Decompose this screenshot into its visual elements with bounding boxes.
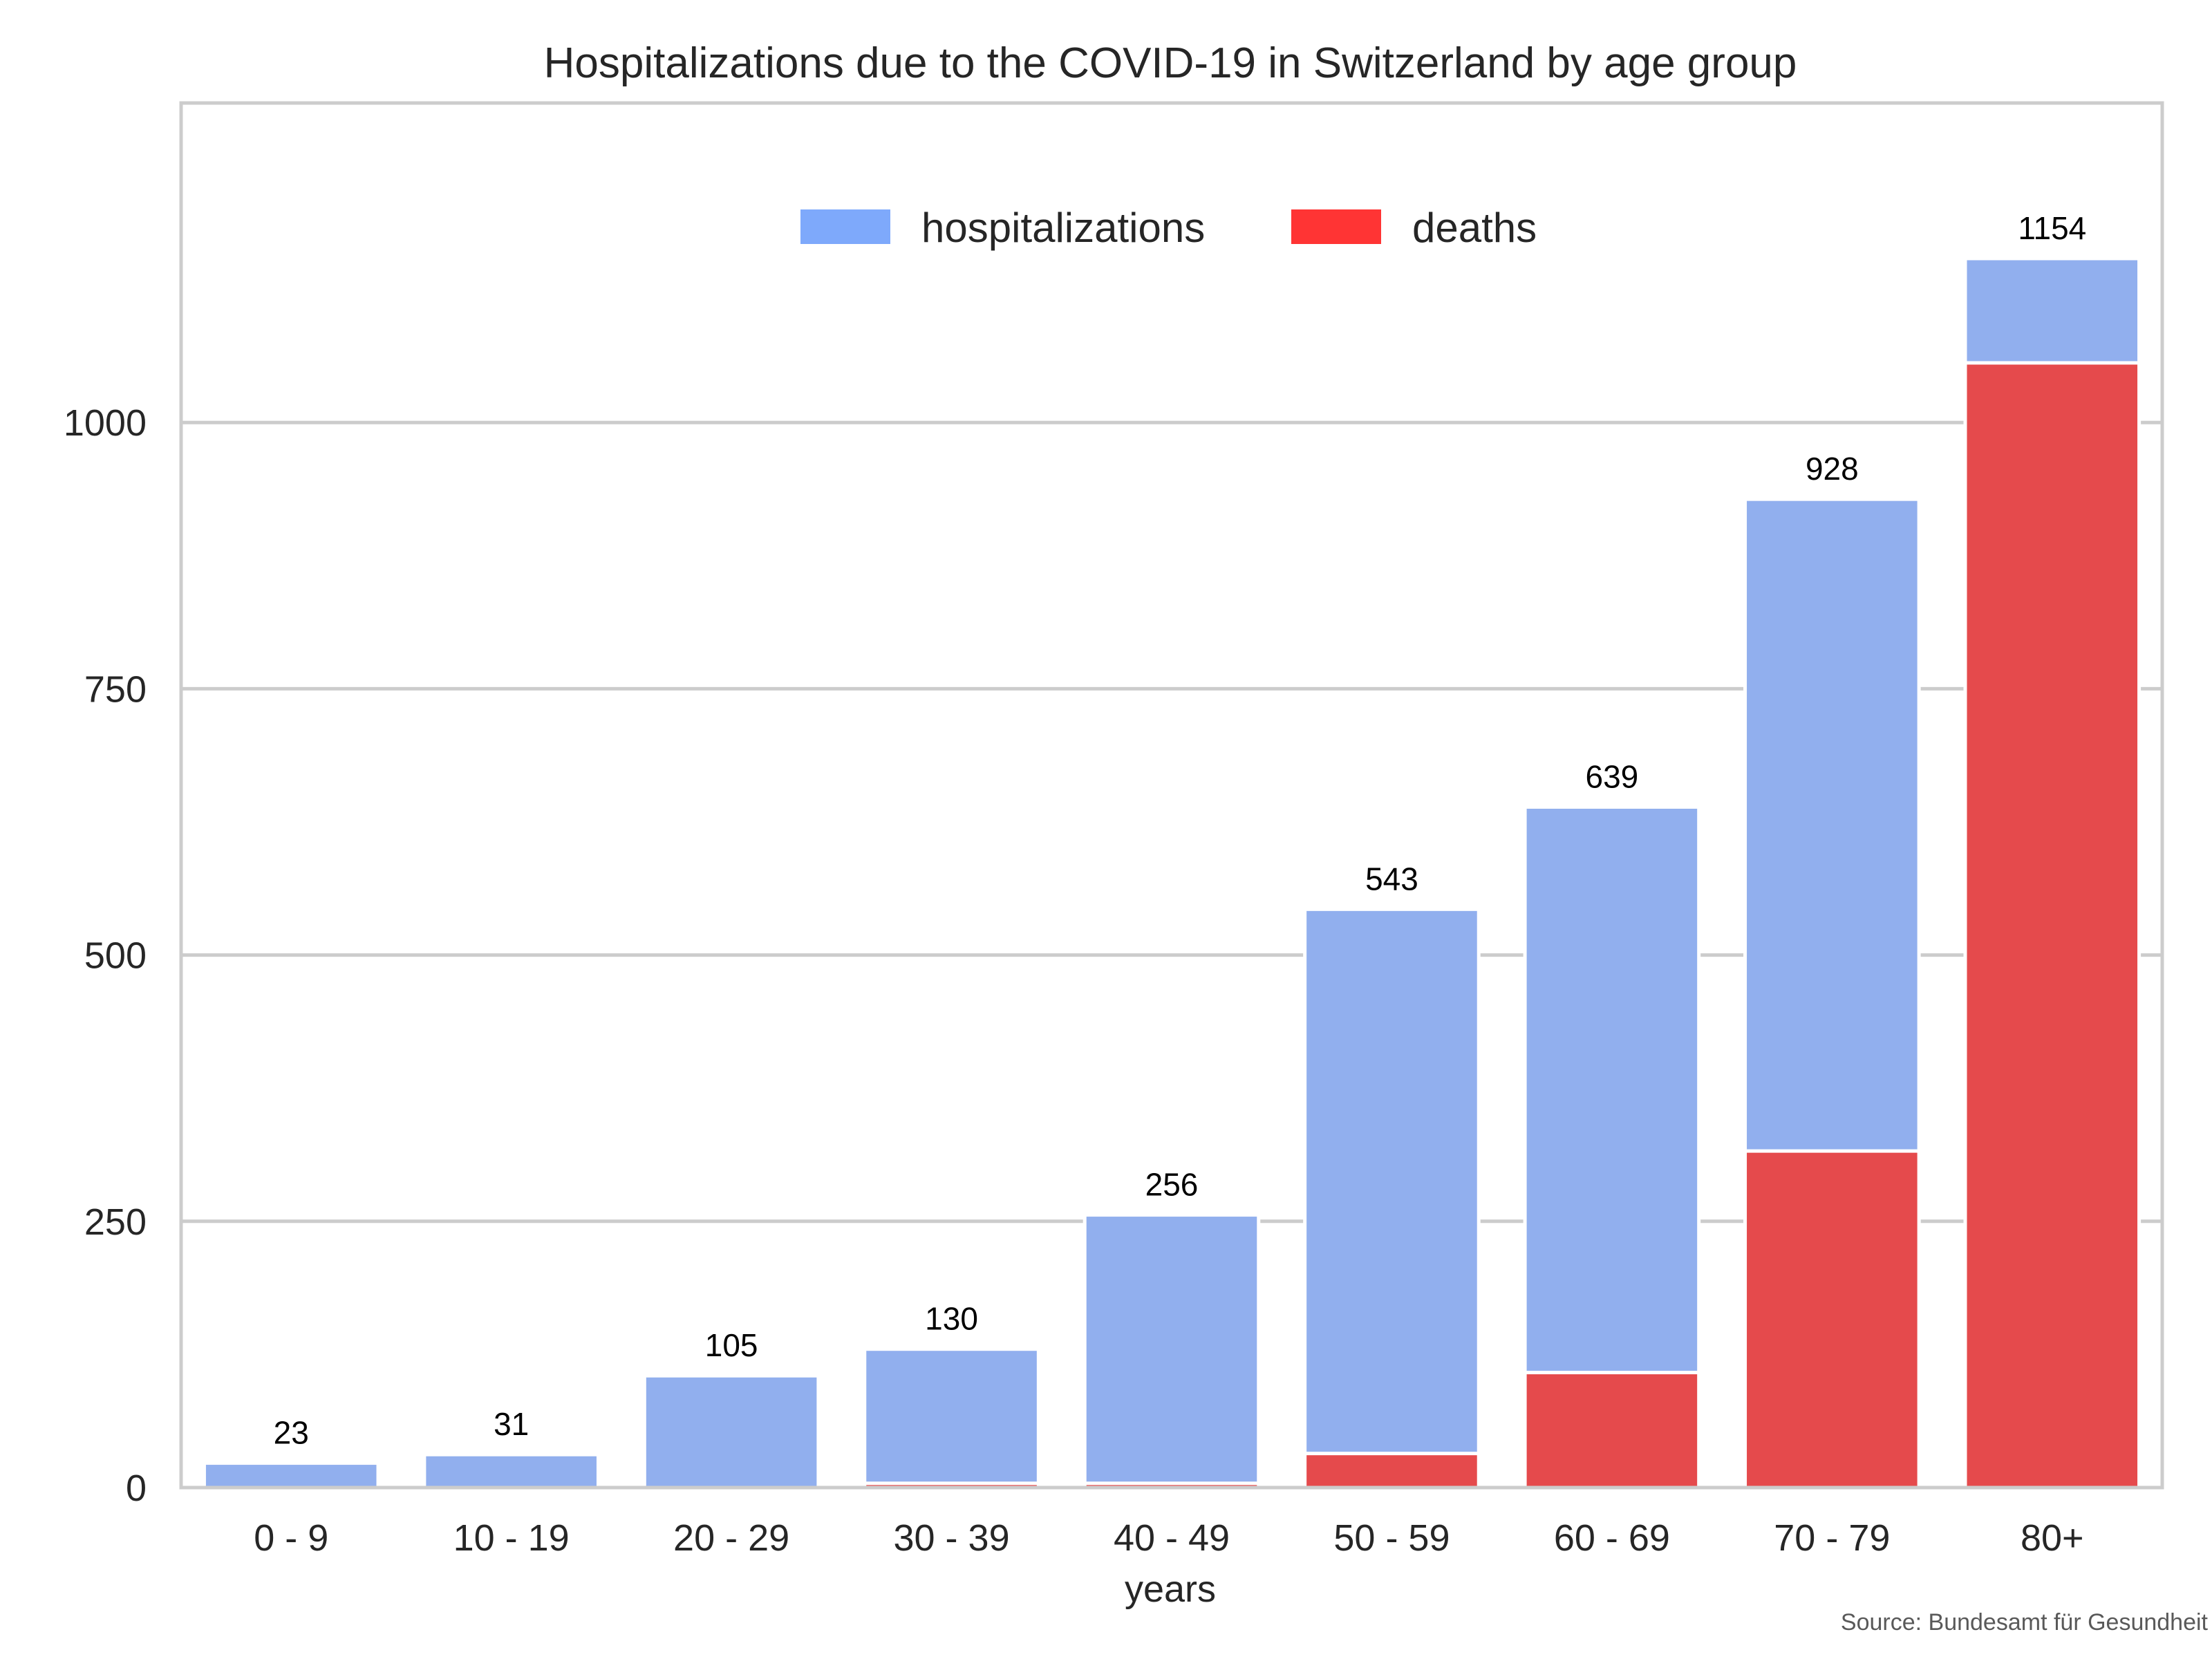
y-tick-label: 500 [84,935,147,977]
x-tick-label: 60 - 69 [1554,1517,1670,1559]
bar-hospitalizations [1303,907,1481,1490]
y-tick-label: 1000 [64,402,147,444]
bar-hospitalizations [422,1452,600,1490]
bar-hospitalizations [1082,1213,1261,1490]
bar-hospitalizations [202,1461,380,1490]
data-label: 256 [1145,1167,1199,1203]
y-tick-label: 250 [84,1201,147,1243]
x-tick-label: 0 - 9 [254,1517,328,1559]
y-axis-ticks: 0 250 500 750 1000 [64,402,147,1509]
bar-deaths [1523,1371,1701,1490]
bar-deaths [1303,1452,1481,1490]
data-labels: 23 31 105 130 256 543 639 928 1154 [274,210,2087,1451]
x-axis-ticks: 0 - 9 10 - 19 20 - 29 30 - 39 40 - 49 50 - 59… [254,1517,2083,1559]
legend-swatch-hospitalizations [800,209,890,244]
data-label: 23 [274,1415,309,1451]
x-tick-label: 10 - 19 [453,1517,570,1559]
x-tick-label: 30 - 39 [893,1517,1009,1559]
legend-swatch-deaths [1291,209,1381,244]
legend-label-hospitalizations: hospitalizations [921,205,1205,251]
bars [202,256,2141,1490]
x-tick-label: 80+ [2021,1517,2084,1559]
data-label: 928 [1806,451,1859,487]
data-label: 31 [494,1406,529,1442]
data-label: 130 [925,1301,978,1337]
x-tick-label: 20 - 29 [673,1517,789,1559]
legend-label-deaths: deaths [1412,205,1537,251]
y-tick-label: 0 [126,1468,147,1509]
x-tick-label: 50 - 59 [1333,1517,1450,1559]
plot-frame [179,101,2164,1490]
bar-hospitalizations [642,1374,821,1490]
chart-title: Hospitalizations due to the COVID-19 in … [544,39,1797,87]
legend: hospitalizations deaths [800,205,1537,251]
x-tick-label: 70 - 79 [1774,1517,1890,1559]
y-tick-label: 750 [84,668,147,710]
data-label: 639 [1586,758,1639,794]
data-label: 105 [705,1327,758,1363]
source-annotation: Source: Bundesamt für Gesundheit [1841,1609,2209,1635]
bar-deaths [1963,361,2141,1490]
x-tick-label: 40 - 49 [1114,1517,1230,1559]
x-axis-label: years [1125,1568,1216,1610]
data-label: 1154 [2018,210,2086,246]
data-label: 543 [1365,861,1418,897]
bar-deaths [1743,1149,1921,1490]
bar-hospitalizations [863,1347,1040,1490]
